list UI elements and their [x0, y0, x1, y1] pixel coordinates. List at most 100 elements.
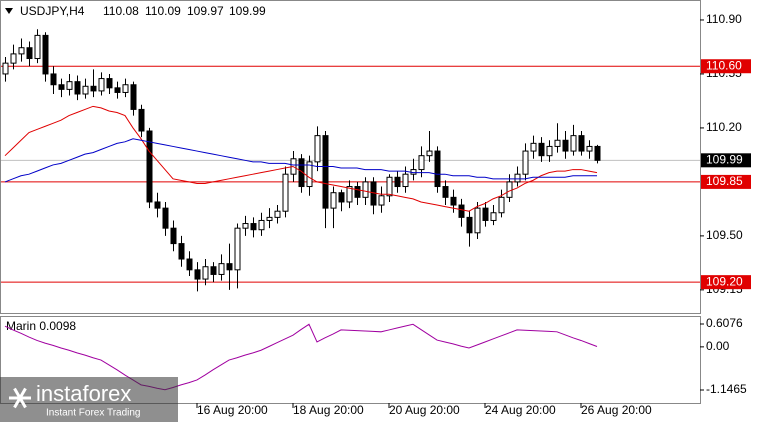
indicator-tick-label: 0.6076: [706, 316, 743, 330]
candle-body: [266, 216, 273, 221]
candle-body: [2, 62, 9, 75]
x-tick-label: 18 Aug 20:00: [293, 403, 364, 417]
candle-body: [426, 150, 433, 157]
candle-body: [162, 207, 169, 229]
x-tick-label: 20 Aug 20:00: [389, 403, 460, 417]
candle-body: [226, 263, 233, 271]
candle-body: [594, 145, 601, 161]
candle-body: [170, 227, 177, 245]
candle-body: [474, 207, 481, 234]
candle-body: [130, 84, 137, 110]
logo-ray: [18, 387, 27, 399]
candle-body: [546, 145, 553, 157]
candle-body: [50, 73, 57, 86]
candle-body: [106, 78, 113, 89]
candle-body: [178, 243, 185, 260]
candle-body: [26, 47, 33, 60]
candle-body: [570, 135, 577, 152]
candle-body: [514, 173, 521, 183]
candle-body: [202, 266, 209, 280]
logo-ray: [13, 397, 22, 409]
candle-body: [402, 173, 409, 188]
candle-body: [442, 186, 449, 198]
candle-body: [386, 176, 393, 197]
candle-body: [354, 186, 361, 198]
candle-body: [10, 53, 17, 64]
candle-body: [250, 223, 257, 231]
candle-body: [410, 169, 417, 175]
indicator-panel-frame: [0, 316, 701, 404]
candle-body: [362, 181, 369, 198]
candle-body: [242, 223, 249, 229]
candle-body: [562, 139, 569, 152]
candle-body: [66, 81, 73, 90]
candle-body: [146, 130, 153, 203]
candle-body: [210, 266, 217, 275]
candle-body: [482, 207, 489, 221]
x-tick-label: 26 Aug 20:00: [581, 403, 652, 417]
candle-body: [522, 150, 529, 175]
candle-body: [98, 78, 105, 92]
level-label-box: [701, 174, 751, 189]
header-low: 109.97: [187, 4, 224, 18]
watermark-brand: instaforex: [36, 381, 131, 406]
level-label: 110.60: [706, 58, 742, 72]
candle-body: [90, 85, 97, 92]
candle-body: [434, 150, 441, 188]
candle-body: [554, 139, 561, 147]
candle-body: [218, 263, 225, 275]
indicator-name: Marin 0.0098: [6, 319, 76, 333]
candle-body: [330, 192, 337, 209]
candle-body: [538, 142, 545, 157]
candle-body: [322, 135, 329, 209]
y-tick-label: 110.20: [706, 120, 742, 134]
candle-body: [122, 84, 129, 93]
candle-body: [186, 258, 193, 271]
candle-body: [466, 216, 473, 234]
candle-body: [114, 87, 121, 93]
candle-body: [34, 34, 41, 60]
candle-body: [458, 204, 465, 218]
current-price-box: [701, 153, 751, 168]
level-label: 109.20: [706, 274, 743, 288]
candle-body: [578, 135, 585, 152]
current-price-label: 109.99: [706, 152, 743, 166]
candle-body: [74, 81, 81, 95]
header-open: 110.08: [103, 4, 139, 18]
indicator-tick-label: 0.00: [706, 339, 730, 353]
x-tick-label: 24 Aug 20:00: [485, 403, 556, 417]
candle-body: [530, 142, 537, 152]
level-label: 109.85: [706, 174, 743, 188]
candle-body: [258, 219, 265, 231]
candle-body: [314, 135, 321, 163]
moving-average: [4, 105, 598, 212]
y-tick-label: 110.90: [706, 12, 742, 26]
symbol: USDJPY,H4: [20, 4, 85, 18]
candle-body: [394, 176, 401, 188]
candle-body: [506, 181, 513, 198]
candle-body: [138, 108, 145, 132]
logo-ray: [18, 397, 27, 409]
candle-body: [306, 161, 313, 188]
candle-body: [194, 269, 201, 280]
indicator-tick-label: -1.1465: [706, 382, 747, 396]
candle-body: [274, 210, 281, 218]
symbol-marker: [5, 8, 13, 14]
candle-body: [154, 201, 161, 209]
logo-ray: [13, 387, 22, 399]
header-close: 109.99: [229, 4, 266, 18]
candle-body: [298, 158, 305, 188]
candle-body: [418, 155, 425, 171]
candle-body: [378, 195, 385, 206]
watermark-tagline: Instant Forex Trading: [46, 408, 141, 419]
moving-average: [4, 138, 597, 183]
candle-body: [450, 196, 457, 206]
candle-body: [42, 34, 49, 75]
level-label-box: [701, 275, 751, 290]
candle-body: [346, 186, 353, 203]
candle-body: [18, 47, 25, 55]
candle-body: [338, 192, 345, 203]
candle-body: [498, 196, 505, 214]
